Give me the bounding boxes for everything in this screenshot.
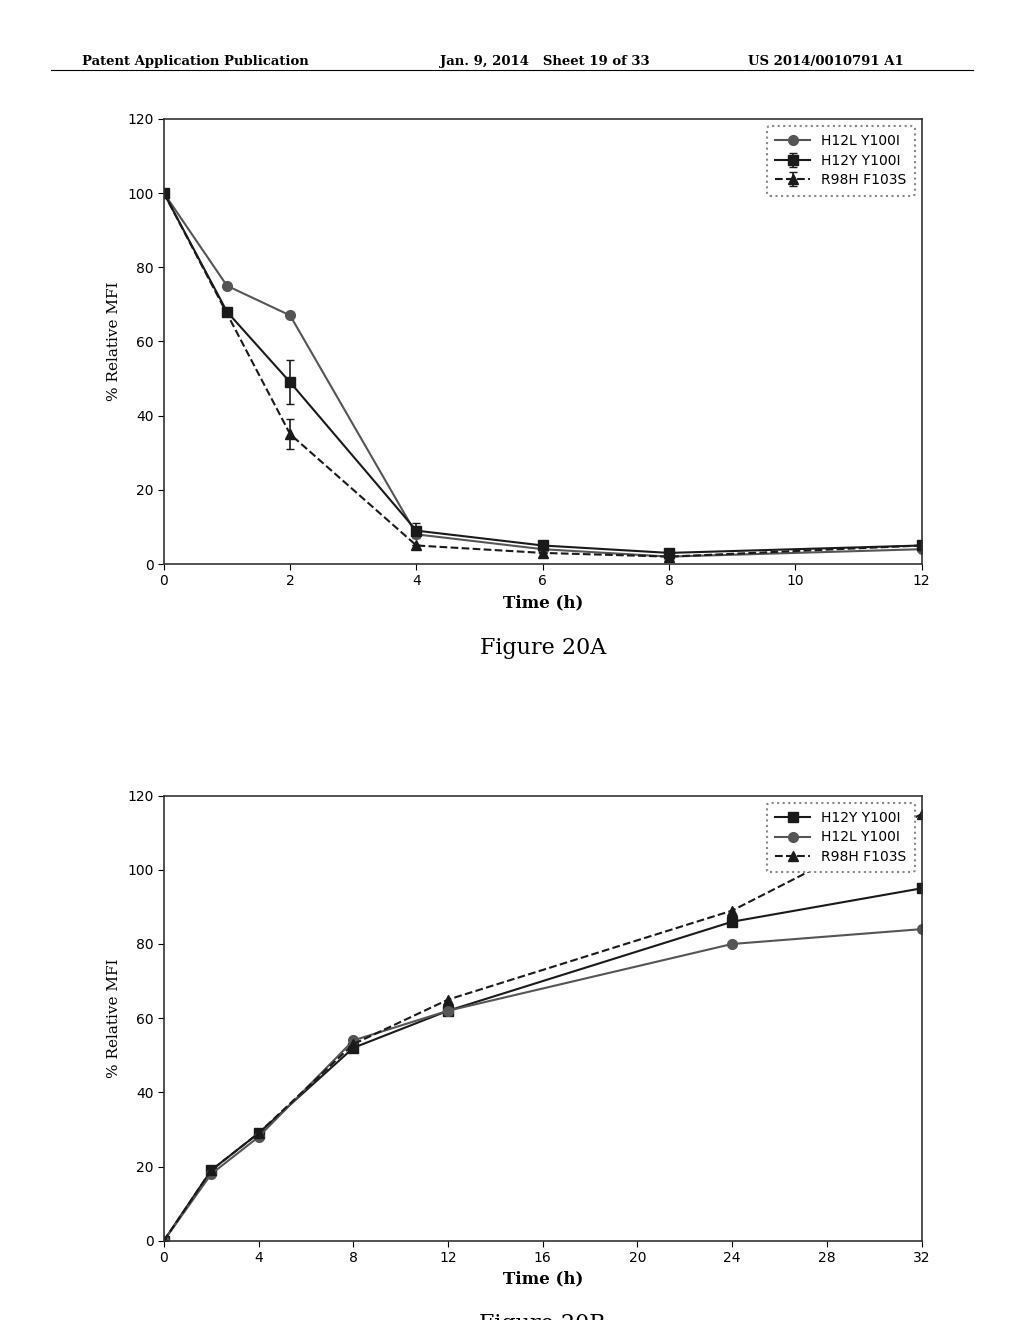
H12L Y100I [158,1233,170,1249]
H12Y Y100I [915,880,928,896]
H12Y Y100I [347,1040,359,1056]
H12Y Y100I [158,1233,170,1249]
H12Y Y100I [205,1163,217,1179]
R98H F103S [442,991,455,1007]
Legend: H12L Y100I, H12Y Y100I, R98H F103S: H12L Y100I, H12Y Y100I, R98H F103S [767,125,914,195]
H12Y Y100I [252,1125,264,1140]
Y-axis label: % Relative MFI: % Relative MFI [108,281,122,401]
Legend: H12Y Y100I, H12L Y100I, R98H F103S: H12Y Y100I, H12L Y100I, R98H F103S [767,803,914,873]
R98H F103S [205,1163,217,1179]
H12L Y100I [726,936,738,952]
H12L Y100I [411,527,423,543]
X-axis label: Time (h): Time (h) [503,594,583,611]
H12L Y100I [205,1166,217,1181]
H12L Y100I [221,277,233,293]
H12Y Y100I [726,913,738,929]
H12L Y100I [537,541,549,557]
Text: Patent Application Publication: Patent Application Publication [82,55,308,69]
H12L Y100I [284,308,296,323]
H12L Y100I [915,541,928,557]
Y-axis label: % Relative MFI: % Relative MFI [108,958,122,1078]
R98H F103S [915,807,928,822]
R98H F103S [347,1036,359,1052]
Text: Figure 20A: Figure 20A [479,636,606,659]
R98H F103S [158,1233,170,1249]
H12L Y100I [252,1129,264,1144]
Line: H12Y Y100I: H12Y Y100I [159,883,927,1246]
H12L Y100I [663,549,675,565]
H12L Y100I [347,1032,359,1048]
Line: R98H F103S: R98H F103S [159,809,927,1246]
Line: H12L Y100I: H12L Y100I [159,189,927,561]
H12L Y100I [915,921,928,937]
Text: Figure 20B: Figure 20B [479,1313,606,1320]
R98H F103S [726,903,738,919]
R98H F103S [252,1125,264,1140]
Line: H12L Y100I: H12L Y100I [159,924,927,1246]
H12L Y100I [442,1003,455,1019]
X-axis label: Time (h): Time (h) [503,1271,583,1288]
Text: Jan. 9, 2014   Sheet 19 of 33: Jan. 9, 2014 Sheet 19 of 33 [440,55,650,69]
H12Y Y100I [442,1003,455,1019]
Text: US 2014/0010791 A1: US 2014/0010791 A1 [748,55,903,69]
H12L Y100I [158,185,170,201]
